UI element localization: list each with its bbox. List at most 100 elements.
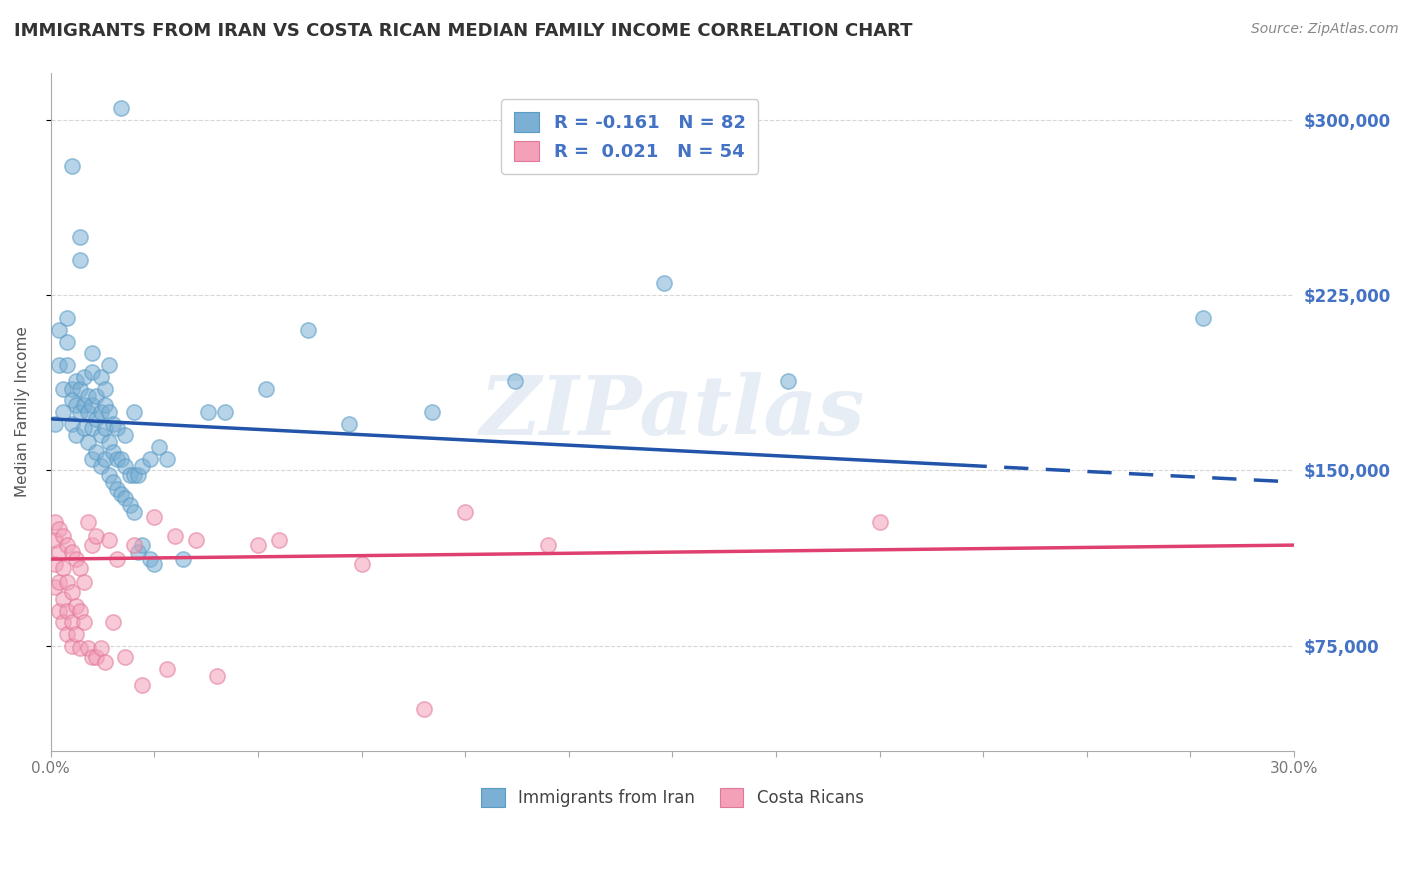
Point	[503, 375, 526, 389]
Point	[65, 599, 87, 613]
Point	[69, 561, 91, 575]
Point	[869, 515, 891, 529]
Point	[44, 515, 66, 529]
Point	[127, 467, 149, 482]
Point	[114, 458, 136, 473]
Point	[82, 421, 104, 435]
Point	[77, 435, 100, 450]
Point	[101, 417, 124, 431]
Point	[90, 369, 112, 384]
Point	[652, 277, 675, 291]
Point	[56, 334, 79, 349]
Point	[165, 529, 187, 543]
Point	[44, 557, 66, 571]
Point	[52, 405, 75, 419]
Point	[122, 405, 145, 419]
Point	[73, 398, 96, 412]
Point	[56, 627, 79, 641]
Point	[77, 388, 100, 402]
Point	[90, 458, 112, 473]
Point	[90, 428, 112, 442]
Text: Source: ZipAtlas.com: Source: ZipAtlas.com	[1251, 22, 1399, 37]
Point	[77, 515, 100, 529]
Point	[44, 417, 66, 431]
Point	[77, 405, 100, 419]
Point	[350, 557, 373, 571]
Point	[127, 545, 149, 559]
Point	[48, 575, 70, 590]
Point	[101, 475, 124, 489]
Point	[131, 678, 153, 692]
Point	[114, 650, 136, 665]
Point	[172, 552, 194, 566]
Point	[69, 229, 91, 244]
Point	[110, 451, 132, 466]
Point	[48, 545, 70, 559]
Point	[105, 421, 128, 435]
Point	[60, 585, 83, 599]
Point	[122, 538, 145, 552]
Point	[778, 375, 800, 389]
Point	[156, 451, 179, 466]
Point	[139, 552, 162, 566]
Point	[101, 615, 124, 630]
Point	[454, 505, 477, 519]
Point	[337, 417, 360, 431]
Point	[69, 603, 91, 617]
Point	[97, 405, 120, 419]
Point	[48, 358, 70, 372]
Point	[105, 552, 128, 566]
Point	[69, 252, 91, 267]
Point	[82, 650, 104, 665]
Point	[139, 451, 162, 466]
Point	[65, 398, 87, 412]
Point	[56, 311, 79, 326]
Point	[60, 382, 83, 396]
Point	[143, 510, 166, 524]
Point	[97, 435, 120, 450]
Point	[48, 522, 70, 536]
Point	[93, 398, 115, 412]
Point	[118, 467, 141, 482]
Point	[86, 388, 108, 402]
Point	[537, 538, 560, 552]
Point	[90, 405, 112, 419]
Point	[254, 382, 277, 396]
Point	[60, 615, 83, 630]
Point	[205, 669, 228, 683]
Point	[1192, 311, 1215, 326]
Point	[93, 451, 115, 466]
Point	[93, 655, 115, 669]
Point	[56, 358, 79, 372]
Point	[82, 451, 104, 466]
Point	[44, 580, 66, 594]
Point	[412, 702, 434, 716]
Point	[105, 482, 128, 496]
Point	[184, 533, 207, 548]
Point	[69, 405, 91, 419]
Point	[90, 640, 112, 655]
Point	[65, 627, 87, 641]
Point	[114, 428, 136, 442]
Point	[148, 440, 170, 454]
Point	[267, 533, 290, 548]
Point	[97, 358, 120, 372]
Text: ZIPatlas: ZIPatlas	[479, 372, 865, 452]
Point	[105, 451, 128, 466]
Point	[82, 346, 104, 360]
Point	[110, 486, 132, 500]
Y-axis label: Median Family Income: Median Family Income	[15, 326, 30, 498]
Point	[52, 382, 75, 396]
Point	[65, 428, 87, 442]
Point	[69, 382, 91, 396]
Point	[122, 505, 145, 519]
Point	[73, 421, 96, 435]
Point	[86, 412, 108, 426]
Point	[48, 603, 70, 617]
Point	[86, 444, 108, 458]
Point	[110, 101, 132, 115]
Point	[73, 369, 96, 384]
Point	[60, 639, 83, 653]
Point	[60, 545, 83, 559]
Point	[197, 405, 219, 419]
